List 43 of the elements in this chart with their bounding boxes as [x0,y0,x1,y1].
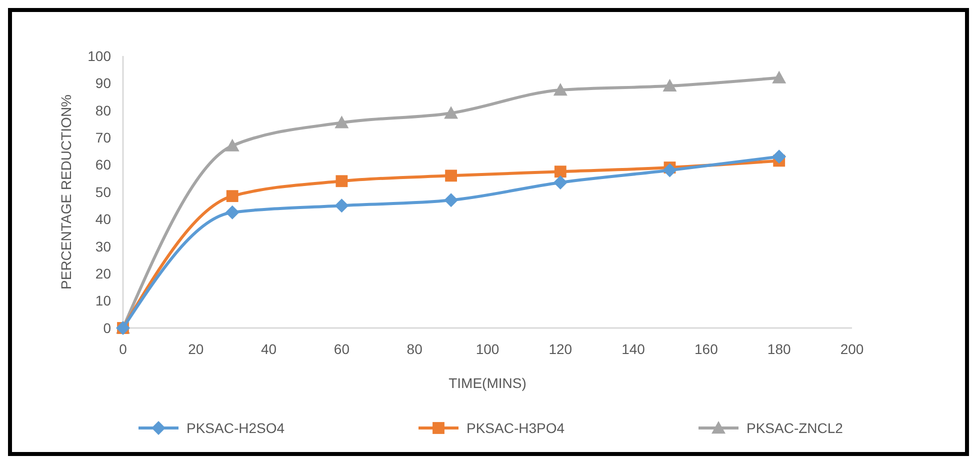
y-tick-label: 70 [95,130,112,146]
y-tick-label: 10 [95,292,112,309]
point [554,166,566,178]
x-tick-label: 0 [119,341,128,357]
x-tick-label: 80 [406,341,423,357]
point [334,116,349,128]
x-tick-label: 140 [622,341,646,357]
x-tick-label: 20 [188,341,204,357]
point [444,106,458,119]
x-tick-label: 180 [767,341,791,357]
point [225,205,240,220]
point [662,163,677,178]
legend-label: PKSAC-H3PO4 [466,420,565,436]
y-tick-label: 60 [95,156,112,173]
x-tick-label: 100 [476,341,500,357]
y-tick-label: 30 [95,238,112,254]
point [336,175,348,188]
x-axis-title: TIME(MINS) [448,375,526,391]
x-tick-label: 60 [334,341,350,357]
point [444,193,458,208]
legend-label: PKSAC-ZNCL2 [746,420,844,436]
point [553,83,568,96]
y-tick-label: 50 [95,184,112,200]
point [225,138,240,152]
x-tick-label: 200 [840,341,864,357]
point [226,190,238,202]
point [334,198,349,213]
y-tick-label: 20 [95,266,112,282]
point [662,78,677,92]
point [772,150,786,164]
x-tick-label: 40 [261,341,277,357]
point [553,175,568,190]
y-tick-label: 40 [95,211,112,228]
legend-label: PKSAC-H2SO4 [186,420,285,436]
y-tick-label: 90 [95,75,112,92]
y-tick-label: 0 [103,320,112,336]
y-tick-label: 80 [95,102,112,118]
x-tick-label: 160 [694,341,718,357]
y-tick-label: 100 [88,48,112,64]
point [772,70,786,84]
x-tick-label: 120 [548,341,572,357]
point [445,170,457,182]
y-axis-title: PERCENTAGE REDUCTION% [58,94,74,290]
